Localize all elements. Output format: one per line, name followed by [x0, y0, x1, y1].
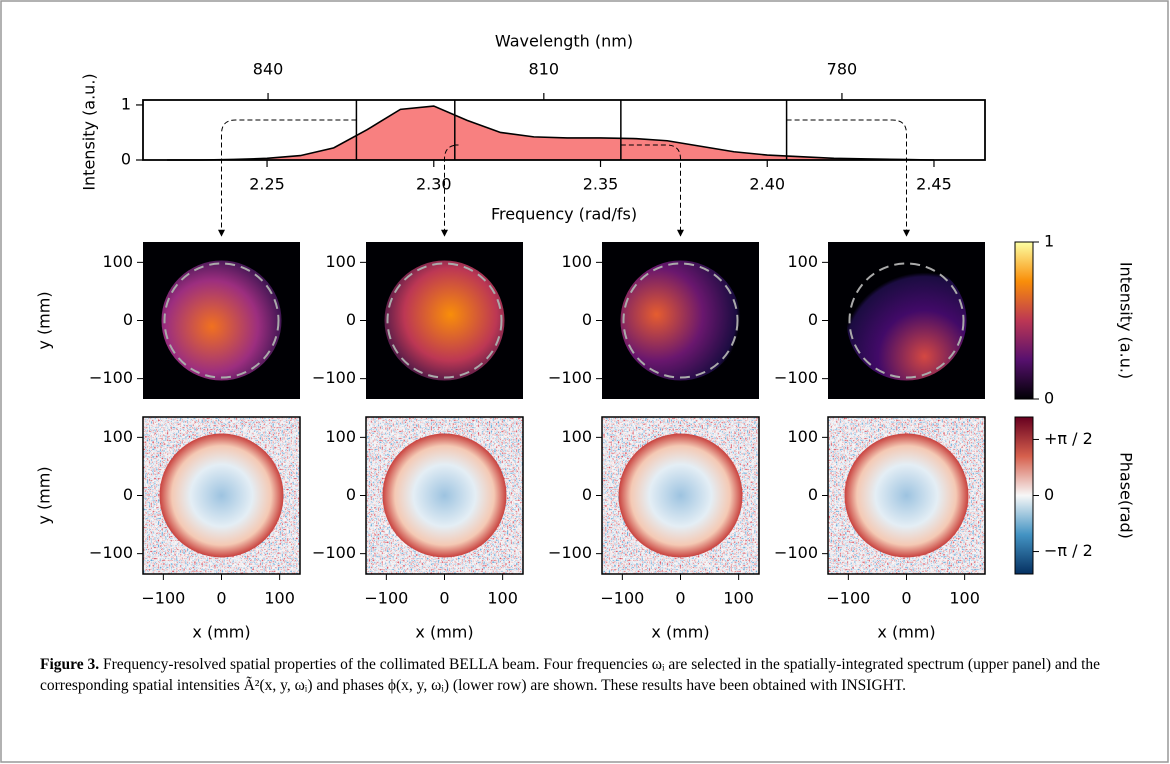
- arrow: [441, 144, 459, 237]
- y-tick-label: −100: [89, 543, 133, 562]
- y-tick-label: −100: [548, 543, 592, 562]
- x-tick-label: 2.40: [749, 175, 785, 194]
- colorbar-tick-label: +π / 2: [1044, 429, 1093, 448]
- caption-text: Frequency-resolved spatial properties of…: [40, 656, 1101, 694]
- colorbar-label: Intensity (a.u.): [1117, 262, 1136, 379]
- y-tick-label: 0: [346, 485, 356, 504]
- plot-frame: [142, 99, 986, 161]
- x-tick-label: 0: [439, 589, 449, 608]
- y-axis-label: y (mm): [35, 466, 54, 524]
- x2-axis-label: Wavelength (nm): [495, 32, 633, 51]
- beam-phase: [159, 433, 284, 558]
- aperture-circle: [386, 262, 503, 379]
- y-tick-label: 100: [787, 252, 818, 271]
- y-tick-label: 1: [121, 94, 131, 113]
- x-tick-label: 0: [901, 589, 911, 608]
- y-tick-label: 100: [102, 252, 133, 271]
- beam-intensity: [846, 260, 967, 381]
- y-tick-label: −100: [312, 543, 356, 562]
- y-tick-label: 100: [787, 427, 818, 446]
- beam-intensity: [384, 260, 505, 381]
- x-axis-label: x (mm): [651, 623, 709, 642]
- y-tick-label: 0: [346, 310, 356, 329]
- x-tick-label: 100: [723, 589, 754, 608]
- beam-phase: [382, 433, 507, 558]
- y-tick-label: 100: [102, 427, 133, 446]
- y-tick-label: 100: [325, 252, 356, 271]
- caption-label: Figure 3.: [40, 656, 100, 673]
- x-tick-label: 2.30: [416, 175, 452, 194]
- y-tick-label: 0: [582, 485, 592, 504]
- y-tick-label: −100: [89, 368, 133, 387]
- x2-tick-label: 840: [253, 60, 284, 79]
- y-tick-label: 100: [561, 252, 592, 271]
- x-tick-label: 0: [675, 589, 685, 608]
- x-tick-label: 2.45: [916, 175, 952, 194]
- colorbar-tick-label: 0: [1044, 389, 1054, 408]
- y-tick-label: 0: [121, 150, 131, 169]
- aperture-circle: [622, 262, 739, 379]
- y-tick-label: −100: [774, 543, 818, 562]
- spectrum-area: [167, 106, 934, 160]
- y-tick-label: 0: [123, 485, 133, 504]
- x-tick-label: 100: [949, 589, 980, 608]
- x2-tick-label: 810: [529, 60, 560, 79]
- beam-intensity: [620, 260, 741, 381]
- y-tick-label: 100: [325, 427, 356, 446]
- colorbar-tick-label: −π / 2: [1044, 541, 1093, 560]
- x-tick-label: 2.35: [583, 175, 619, 194]
- y-axis-label: y (mm): [35, 291, 54, 349]
- x2-tick-label: 780: [827, 60, 858, 79]
- aperture-circle: [848, 262, 965, 379]
- x-tick-label: −100: [364, 589, 408, 608]
- caption: Figure 3. Frequency-resolved spatial pro…: [40, 654, 1130, 696]
- y-tick-label: −100: [548, 368, 592, 387]
- colorbar: [1014, 416, 1034, 575]
- x-tick-label: 100: [487, 589, 518, 608]
- arrow: [620, 144, 684, 237]
- colorbar-tick-label: 0: [1044, 485, 1054, 504]
- colorbar-label: Phase(rad): [1117, 452, 1136, 539]
- beam-intensity: [161, 260, 282, 381]
- spectrum-line: [167, 105, 934, 161]
- y-tick-label: −100: [312, 368, 356, 387]
- y-tick-label: 0: [582, 310, 592, 329]
- x-axis-label: x (mm): [877, 623, 935, 642]
- y-tick-label: −100: [774, 368, 818, 387]
- x-tick-label: 2.25: [249, 175, 285, 194]
- y-tick-label: 0: [808, 310, 818, 329]
- x-tick-label: −100: [600, 589, 644, 608]
- beam-phase: [618, 433, 743, 558]
- x-tick-label: −100: [826, 589, 870, 608]
- aperture-circle: [163, 262, 280, 379]
- arrow: [786, 119, 910, 237]
- y-axis-label: Intensity (a.u.): [80, 73, 99, 190]
- colorbar: [1014, 241, 1034, 400]
- colorbar-tick-label: 1: [1044, 232, 1054, 251]
- x-tick-label: 100: [264, 589, 295, 608]
- beam-phase: [844, 433, 969, 558]
- y-tick-label: 0: [123, 310, 133, 329]
- x-tick-label: −100: [141, 589, 185, 608]
- x-axis-label: x (mm): [415, 623, 473, 642]
- x-axis-label: Frequency (rad/fs): [491, 205, 637, 224]
- y-tick-label: 0: [808, 485, 818, 504]
- arrow: [218, 119, 357, 237]
- y-tick-label: 100: [561, 427, 592, 446]
- x-tick-label: 0: [216, 589, 226, 608]
- x-axis-label: x (mm): [192, 623, 250, 642]
